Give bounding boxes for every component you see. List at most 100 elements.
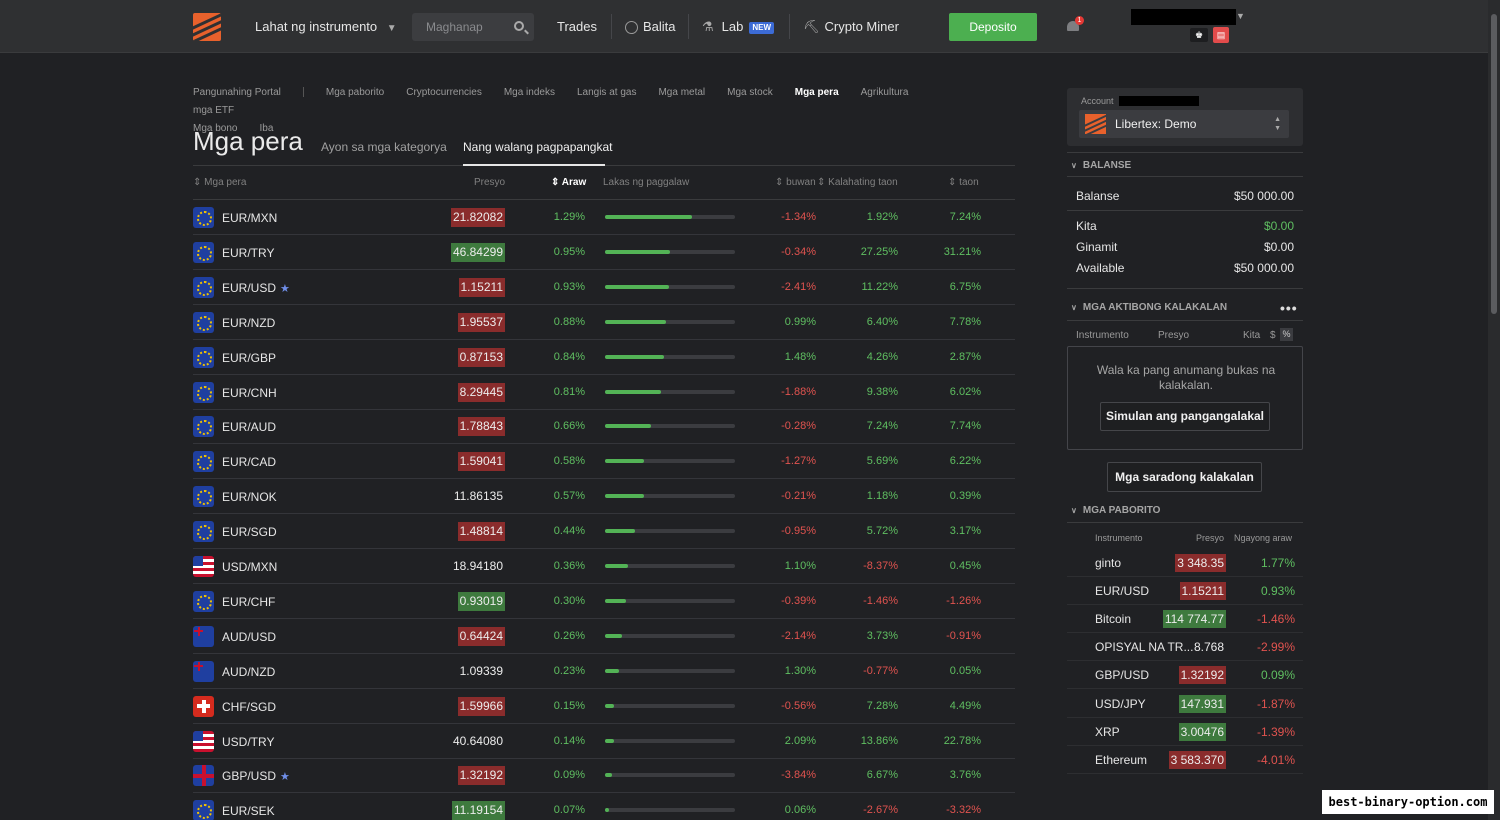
search-icon[interactable]: [514, 21, 524, 31]
instrument-name[interactable]: EUR/TRY: [222, 246, 274, 260]
table-row[interactable]: EUR/SEK 11.19154 0.07% 0.06% -2.67% -3.3…: [193, 793, 1015, 820]
favorite-row[interactable]: USD/JPY 147.931 -1.87%: [1067, 690, 1303, 718]
table-row[interactable]: EUR/USD ★ 1.15211 0.93% -2.41% 11.22% 6.7…: [193, 270, 1015, 305]
active-trades-section-toggle[interactable]: ∨ MGA AKTIBONG KALAKALAN: [1071, 302, 1227, 313]
star-icon[interactable]: ★: [280, 282, 290, 295]
flag-icon: [193, 695, 214, 717]
column-header-half-year[interactable]: ⇕ Kalahating taon: [817, 177, 898, 188]
currency-toggle[interactable]: $: [1270, 330, 1276, 341]
favorite-row[interactable]: Ethereum 3 583.370 -4.01%: [1067, 746, 1303, 774]
account-select[interactable]: Libertex: Demo ▲ ▼: [1079, 110, 1289, 138]
breadcrumb-item[interactable]: Mga indeks: [503, 87, 555, 98]
favorite-change: -2.99%: [1256, 640, 1295, 655]
favorite-row[interactable]: XRP 3.00476 -1.39%: [1067, 718, 1303, 746]
favorite-row[interactable]: GBP/USD 1.32192 0.09%: [1067, 661, 1303, 690]
balance-section-toggle[interactable]: ∨ BALANSE: [1071, 160, 1131, 171]
crypto-miner-link[interactable]: ⛏ Crypto Miner: [803, 0, 899, 53]
libertex-logo-icon[interactable]: [193, 13, 221, 41]
table-row[interactable]: USD/MXN 18.94180 0.36% 1.10% -8.37% 0.45…: [193, 549, 1015, 584]
breadcrumb-item[interactable]: Pangunahing Portal: [193, 87, 281, 98]
instrument-name[interactable]: EUR/NOK: [222, 490, 277, 504]
breadcrumb-item[interactable]: Mga paborito: [325, 87, 385, 98]
instrument-name[interactable]: EUR/CNH: [222, 386, 277, 400]
deposit-button[interactable]: Deposito: [949, 13, 1037, 41]
table-row[interactable]: EUR/AUD 1.78843 0.66% -0.28% 7.24% 7.74%: [193, 409, 1015, 445]
flag-icon: [193, 451, 214, 473]
favorite-row[interactable]: ginto 3 348.35 1.77%: [1067, 549, 1303, 577]
breadcrumb-item[interactable]: Iba: [259, 123, 274, 134]
table-row[interactable]: USD/TRY 40.64080 0.14% 2.09% 13.86% 22.7…: [193, 724, 1015, 759]
column-header-day[interactable]: ⇕ Araw: [551, 177, 586, 188]
tab-unranked[interactable]: Nang walang pagpapangkat: [463, 140, 613, 154]
breadcrumb-item[interactable]: Mga stock: [727, 87, 773, 98]
instrument-name[interactable]: EUR/CHF: [222, 595, 275, 609]
table-row[interactable]: EUR/MXN 21.82082 1.29% -1.34% 1.92% 7.24…: [193, 200, 1015, 235]
redacted-username[interactable]: [1131, 9, 1236, 25]
instrument-name[interactable]: EUR/MXN: [222, 211, 277, 225]
breadcrumb-item[interactable]: Agrikultura: [860, 87, 909, 98]
lab-link[interactable]: ⚗ Lab NEW: [702, 0, 775, 53]
table-row[interactable]: EUR/SGD 1.48814 0.44% -0.95% 5.72% 3.17%: [193, 514, 1015, 550]
instrument-name[interactable]: EUR/AUD: [222, 420, 276, 434]
instrument-name[interactable]: GBP/USD ★: [222, 769, 290, 783]
instrument-name[interactable]: AUD/USD: [222, 630, 276, 644]
instrument-name[interactable]: EUR/SEK: [222, 804, 275, 818]
table-row[interactable]: GBP/USD ★ 1.32192 0.09% -3.84% 6.67% 3.76…: [193, 758, 1015, 794]
more-options-icon[interactable]: •••: [1280, 300, 1298, 316]
favorite-row[interactable]: OPISYAL NA TR... 8.768 -2.99%: [1067, 633, 1303, 662]
table-row[interactable]: EUR/NZD 1.95537 0.88% 0.99% 6.40% 7.78%: [193, 305, 1015, 340]
news-link[interactable]: Balita: [625, 0, 676, 53]
column-header-price[interactable]: Presyo: [474, 177, 506, 188]
scrollbar-thumb[interactable]: [1491, 14, 1497, 314]
table-row[interactable]: EUR/TRY 46.84299 0.95% -0.34% 27.25% 31.…: [193, 235, 1015, 270]
column-header-year[interactable]: ⇕ taon: [948, 177, 979, 188]
table-row[interactable]: EUR/CAD 1.59041 0.58% -1.27% 5.69% 6.22%: [193, 444, 1015, 480]
table-row[interactable]: EUR/NOK 11.86135 0.57% -0.21% 1.18% 0.39…: [193, 479, 1015, 515]
breadcrumb-item[interactable]: Mga bono: [193, 123, 238, 134]
instrument-name[interactable]: EUR/NZD: [222, 316, 275, 330]
year-change: 7.78%: [949, 315, 981, 328]
instrument-name[interactable]: EUR/CAD: [222, 455, 276, 469]
notifications-button[interactable]: 1: [1066, 16, 1084, 33]
closed-trades-button[interactable]: Mga saradong kalakalan: [1107, 462, 1262, 492]
breadcrumb-item[interactable]: Langis at gas: [576, 87, 637, 98]
instrument-name[interactable]: EUR/SGD: [222, 525, 277, 539]
instrument-name[interactable]: USD/MXN: [222, 560, 277, 574]
favorites-section-toggle[interactable]: ∨ MGA PABORITO: [1071, 505, 1160, 516]
table-row[interactable]: EUR/CHF 0.93019 0.30% -0.39% -1.46% -1.2…: [193, 584, 1015, 619]
instrument-name[interactable]: AUD/NZD: [222, 665, 275, 679]
column-header-name[interactable]: ⇕ Mga pera: [193, 177, 246, 188]
table-row[interactable]: EUR/GBP 0.87153 0.84% 1.48% 4.26% 2.87%: [193, 340, 1015, 375]
month-change: -0.34%: [781, 245, 816, 258]
instrument-name[interactable]: CHF/SGD: [222, 700, 276, 714]
table-row[interactable]: CHF/SGD 1.59966 0.15% -0.56% 7.28% 4.49%: [193, 689, 1015, 724]
percent-toggle[interactable]: %: [1280, 328, 1293, 341]
trades-link[interactable]: Trades: [557, 19, 597, 34]
start-trading-button[interactable]: Simulan ang pangangalakal: [1100, 402, 1270, 431]
table-row[interactable]: AUD/NZD 1.09339 0.23% 1.30% -0.77% 0.05%: [193, 654, 1015, 689]
column-header-month[interactable]: ⇕ buwan: [775, 177, 816, 188]
star-icon[interactable]: ★: [280, 771, 290, 784]
search-input[interactable]: Maghanap: [412, 13, 534, 41]
instrument-name[interactable]: EUR/GBP: [222, 351, 276, 365]
flag-icon: [193, 311, 214, 333]
favorite-row[interactable]: Bitcoin 114 774.77 -1.46%: [1067, 605, 1303, 634]
favorite-price: 1.32192: [1178, 666, 1226, 685]
strength-bar-fill: [605, 215, 693, 219]
chevron-down-icon[interactable]: ▼: [1236, 11, 1245, 21]
profit-value: $0.00: [1263, 219, 1294, 233]
table-row[interactable]: EUR/CNH 8.29445 0.81% -1.88% 9.38% 6.02%: [193, 375, 1015, 410]
breadcrumb-item[interactable]: Mga pera: [794, 87, 839, 98]
all-instruments-menu[interactable]: Lahat ng instrumento ▼: [255, 0, 397, 53]
breadcrumb-item[interactable]: mga ETF: [193, 105, 235, 116]
table-row[interactable]: AUD/USD 0.64424 0.26% -2.14% 3.73% -0.91…: [193, 619, 1015, 654]
instrument-name[interactable]: USD/TRY: [222, 735, 274, 749]
strength-bar-fill: [605, 703, 615, 708]
tab-by-category[interactable]: Ayon sa mga kategorya: [321, 140, 447, 154]
page-scrollbar[interactable]: [1488, 0, 1500, 820]
instrument-name[interactable]: EUR/USD ★: [222, 281, 290, 295]
price-cell: 11.19154: [451, 801, 505, 820]
favorite-row[interactable]: EUR/USD 1.15211 0.93%: [1067, 577, 1303, 606]
breadcrumb-item[interactable]: Cryptocurrencies: [406, 87, 482, 98]
breadcrumb-item[interactable]: Mga metal: [658, 87, 706, 98]
